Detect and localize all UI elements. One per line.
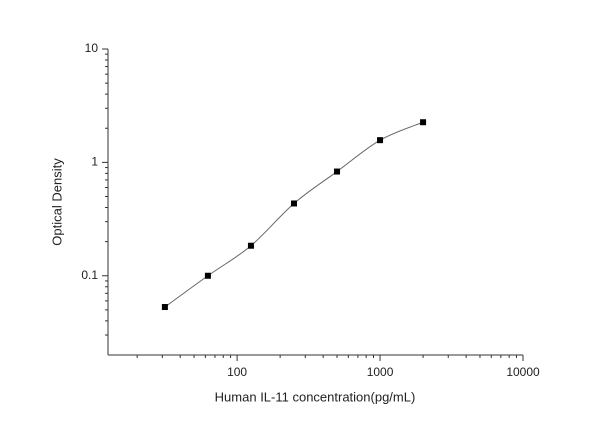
x-tick-label: 100 (227, 365, 247, 379)
x-tick-label: 10000 (506, 365, 540, 379)
x-tick-label: 1000 (367, 365, 394, 379)
y-tick-label: 1 (91, 155, 98, 169)
data-point (204, 272, 211, 279)
data-point (377, 137, 384, 144)
data-point (161, 304, 168, 311)
y-tick-label: 0.1 (81, 268, 98, 282)
data-point (420, 119, 427, 126)
x-axis-title: Human IL-11 concentration(pg/mL) (215, 389, 416, 404)
y-tick-label: 10 (85, 41, 99, 55)
data-point (334, 168, 341, 175)
data-point (247, 242, 254, 249)
y-axis-title: Optical Density (49, 158, 64, 246)
fit-curve (164, 121, 424, 308)
data-point (290, 200, 297, 207)
